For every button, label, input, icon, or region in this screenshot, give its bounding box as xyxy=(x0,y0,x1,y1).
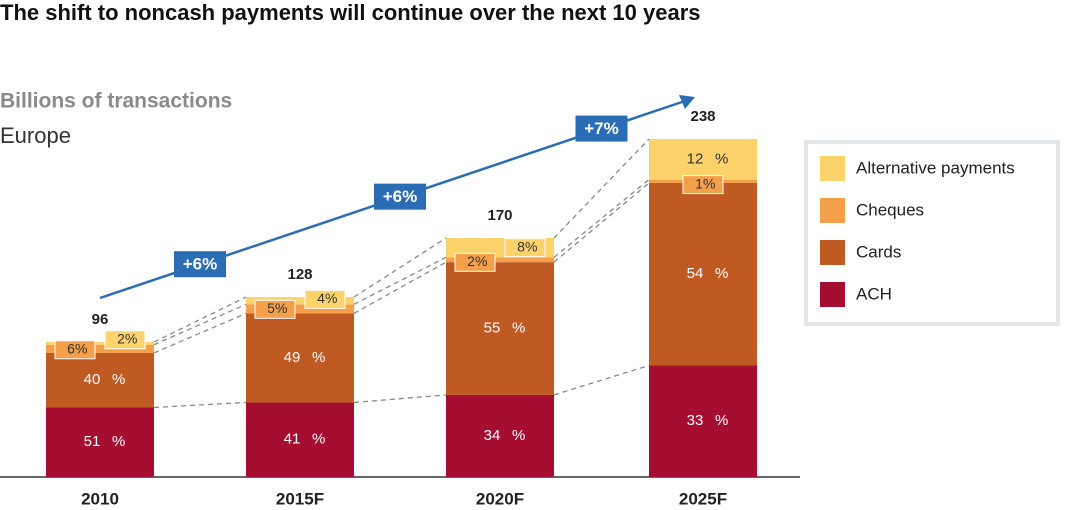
data-label-unit: % xyxy=(715,412,728,429)
connector xyxy=(153,312,247,354)
legend-swatch xyxy=(820,156,845,181)
data-label-unit: % xyxy=(312,431,325,448)
growth-arrowhead xyxy=(679,95,695,109)
x-tick-label: 2010 xyxy=(81,489,119,508)
data-label: 8 xyxy=(517,238,525,254)
growth-label: +6% xyxy=(183,255,218,274)
data-label: 6 xyxy=(67,340,75,356)
connector xyxy=(153,303,247,346)
bar-segment xyxy=(446,257,554,263)
data-label-unit: % xyxy=(325,290,337,306)
data-label: 40 xyxy=(84,371,101,388)
data-label: 51 xyxy=(84,433,101,450)
bar-segment xyxy=(446,394,554,477)
data-label-box xyxy=(454,252,496,272)
connector xyxy=(153,401,247,409)
bar-segment xyxy=(46,344,154,353)
legend-swatch xyxy=(820,282,845,307)
total-label: 96 xyxy=(92,311,109,328)
data-label-unit: % xyxy=(312,349,325,366)
data-label: 1 xyxy=(695,175,703,191)
chart-subtitle: Billions of transactions xyxy=(0,90,232,113)
bar-segment xyxy=(246,297,354,305)
bar-segment xyxy=(46,352,154,408)
growth-label: +6% xyxy=(383,187,418,206)
data-label: 54 xyxy=(687,265,704,282)
x-tick-label: 2015F xyxy=(276,489,324,508)
legend-box xyxy=(804,140,1060,326)
bar-segment xyxy=(46,342,154,345)
x-tick-label: 2025F xyxy=(679,489,727,508)
data-label: 49 xyxy=(284,349,301,366)
bar-segment xyxy=(246,402,354,477)
region-label: Europe xyxy=(0,123,71,148)
connector xyxy=(553,138,650,239)
total-label: 238 xyxy=(690,108,715,125)
chart-title: The shift to noncash payments will conti… xyxy=(0,0,701,25)
legend-swatch xyxy=(820,240,845,265)
data-label: 5 xyxy=(267,300,275,316)
data-label-box xyxy=(304,289,346,309)
legend-label: ACH xyxy=(856,284,892,303)
connector xyxy=(353,261,447,314)
total-label: 128 xyxy=(287,266,312,283)
bar-segment xyxy=(46,407,154,477)
connector xyxy=(153,296,247,343)
data-label-unit: % xyxy=(475,253,487,269)
data-label: 41 xyxy=(284,431,301,448)
legend-label: Cheques xyxy=(856,200,924,219)
connector xyxy=(353,256,447,305)
data-label: 33 xyxy=(687,412,704,429)
connector xyxy=(553,364,650,396)
data-label-box xyxy=(504,238,546,258)
connector xyxy=(353,394,447,404)
data-label-box xyxy=(104,330,146,350)
data-label: 2 xyxy=(117,330,125,346)
total-label: 170 xyxy=(487,207,512,224)
growth-label: +7% xyxy=(584,119,619,138)
connector xyxy=(353,237,447,298)
bar-segment xyxy=(649,139,757,180)
x-tick-label: 2020F xyxy=(476,489,524,508)
data-label-unit: % xyxy=(275,300,287,316)
data-label-box xyxy=(54,340,96,360)
data-label-box xyxy=(254,299,296,319)
data-label-unit: % xyxy=(512,320,525,337)
growth-box xyxy=(374,183,426,210)
data-label: 55 xyxy=(484,320,501,337)
data-label-unit: % xyxy=(112,371,125,388)
connector xyxy=(553,179,650,258)
bar-segment xyxy=(246,313,354,403)
growth-box xyxy=(575,115,628,142)
data-label-unit: % xyxy=(112,433,125,450)
data-label-unit: % xyxy=(75,340,87,356)
bar-segment xyxy=(649,365,757,477)
legend-label: Cards xyxy=(856,242,901,261)
data-label-unit: % xyxy=(512,427,525,444)
data-label-box xyxy=(682,175,724,195)
data-label-unit: % xyxy=(703,175,715,191)
data-label: 34 xyxy=(484,427,501,444)
bar-segment xyxy=(649,182,757,366)
legend-swatch xyxy=(820,198,845,223)
data-label-unit: % xyxy=(715,265,728,282)
data-label-unit: % xyxy=(715,150,728,167)
connector xyxy=(553,182,650,263)
data-label-unit: % xyxy=(525,238,537,254)
bar-segment xyxy=(446,262,554,395)
growth-box xyxy=(174,251,226,278)
data-label-unit: % xyxy=(125,330,137,346)
legend-label: Alternative payments xyxy=(856,158,1015,177)
data-label: 2 xyxy=(467,253,475,269)
data-label: 4 xyxy=(317,290,325,306)
data-label: 12 xyxy=(687,150,704,167)
bar-segment xyxy=(246,304,354,314)
